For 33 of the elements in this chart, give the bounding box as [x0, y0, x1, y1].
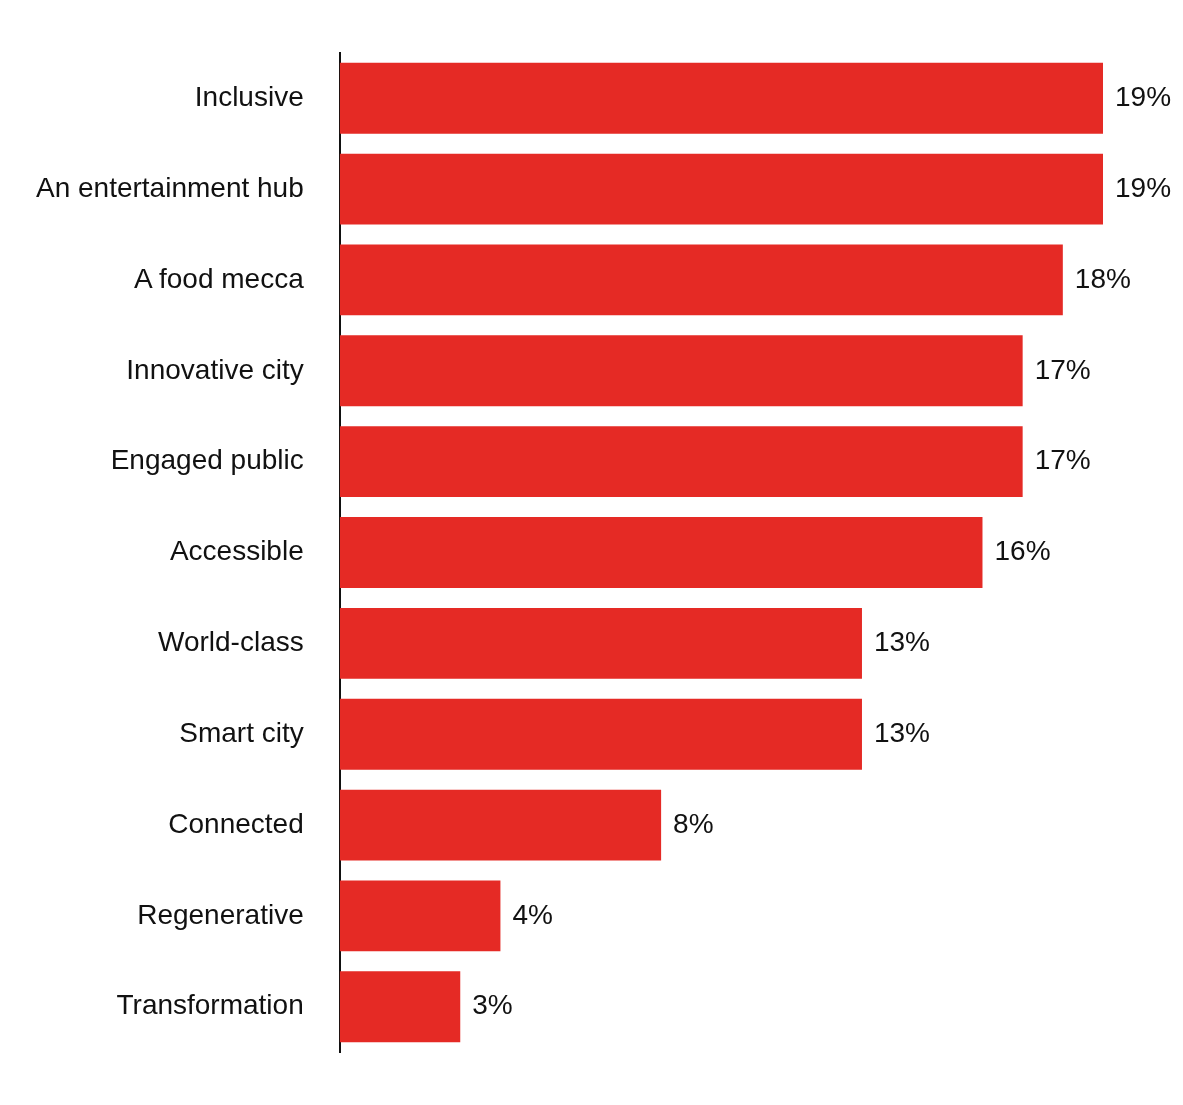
- data-label: 16%: [994, 535, 1051, 567]
- bar: [339, 153, 1103, 225]
- y-tick-label: Accessible: [169, 535, 304, 567]
- bar: [339, 517, 983, 588]
- y-tick-label: Transformation: [116, 989, 304, 1021]
- y-tick-label: A food mecca: [134, 262, 305, 294]
- bar: [339, 335, 1023, 407]
- y-tick-label: Smart city: [179, 716, 304, 748]
- data-label: 17%: [1034, 444, 1091, 476]
- data-label: 19%: [1115, 80, 1172, 112]
- data-label: 13%: [873, 716, 931, 748]
- y-tick-label: Connected: [168, 807, 304, 839]
- data-label: 4%: [512, 898, 553, 930]
- bar: [339, 62, 1103, 134]
- bar: [339, 426, 1023, 498]
- data-label: 3%: [472, 989, 513, 1021]
- y-tick-label: Innovative city: [126, 353, 304, 385]
- data-label: 19%: [1115, 171, 1172, 203]
- bar: [339, 789, 662, 861]
- y-tick-label: World-class: [158, 626, 304, 658]
- y-tick-label: Engaged public: [110, 444, 304, 476]
- data-label: 8%: [673, 807, 714, 839]
- bar: [339, 880, 501, 952]
- bar: [339, 244, 1063, 316]
- bar: [339, 698, 862, 770]
- y-tick-label: Inclusive: [194, 80, 304, 112]
- y-tick-label: An entertainment hub: [35, 171, 304, 203]
- data-label: 13%: [873, 626, 931, 658]
- bar: [339, 971, 461, 1043]
- data-label: 18%: [1074, 262, 1131, 294]
- data-label: 17%: [1034, 353, 1091, 385]
- y-tick-label: Regenerative: [137, 898, 304, 930]
- bar: [339, 607, 862, 679]
